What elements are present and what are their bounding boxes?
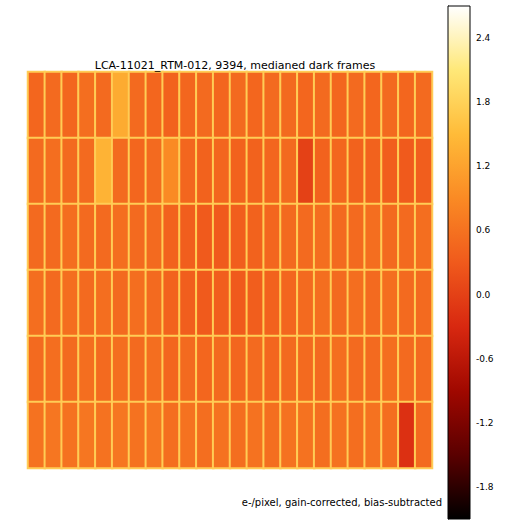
- svg-text:0.0: 0.0: [476, 290, 491, 300]
- svg-text:0.6: 0.6: [476, 225, 491, 235]
- svg-text:-0.6: -0.6: [476, 354, 494, 364]
- svg-text:1.2: 1.2: [476, 161, 490, 171]
- svg-text:2.4: 2.4: [476, 33, 491, 43]
- svg-text:1.8: 1.8: [476, 97, 491, 107]
- svg-text:-1.2: -1.2: [476, 418, 494, 428]
- svg-text:LCA-11021_RTM-012, 9394, media: LCA-11021_RTM-012, 9394, medianed dark f…: [95, 59, 376, 72]
- svg-text:-1.8: -1.8: [476, 482, 494, 492]
- svg-text:e-/pixel, gain-corrected, bias: e-/pixel, gain-corrected, bias-subtracte…: [242, 497, 442, 508]
